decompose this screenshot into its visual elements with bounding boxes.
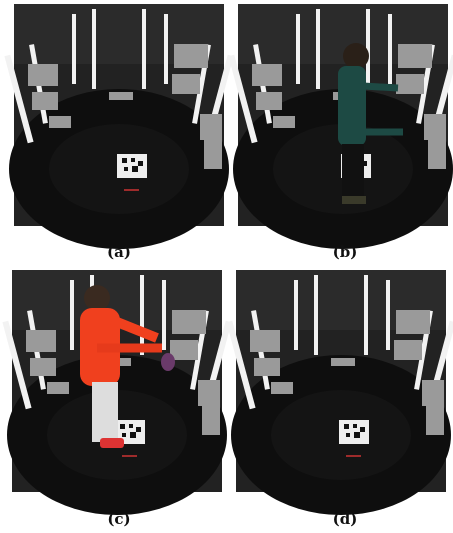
caption: (a): [107, 243, 131, 261]
photo: [1, 269, 233, 516]
caption: (b): [333, 243, 358, 261]
photo: [227, 3, 453, 250]
photo: [3, 3, 235, 250]
caption: (c): [107, 510, 130, 528]
photo: [225, 269, 453, 516]
caption: (d): [333, 510, 358, 528]
